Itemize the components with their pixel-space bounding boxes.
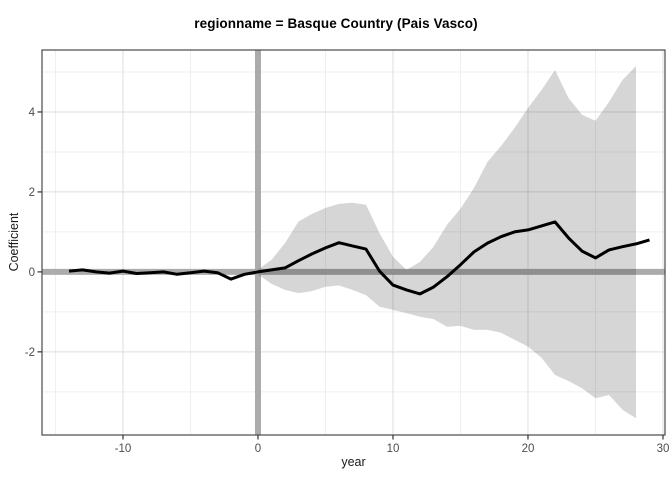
plot-panel	[42, 50, 665, 435]
x-axis-title: year	[341, 455, 366, 469]
y-tick-label: 2	[29, 187, 35, 199]
x-tick-label: 10	[387, 443, 400, 455]
x-tick-label: -10	[115, 443, 132, 455]
x-tick-label: 0	[255, 443, 261, 455]
y-axis-ticks: -2 0 2 4	[25, 107, 42, 359]
panel-border	[41, 49, 666, 436]
y-tick-label: 4	[29, 107, 36, 119]
grid-minor	[42, 50, 665, 435]
y-tick-label: -2	[25, 347, 35, 359]
chart-title: regionname = Basque Country (Pais Vasco)	[194, 16, 478, 31]
coefficient-line	[68, 220, 650, 296]
y-tick-label: 0	[29, 267, 35, 279]
x-tick-label: 20	[522, 443, 535, 455]
x-axis-ticks: -10 0 10 20 30	[115, 435, 670, 455]
confidence-ribbon	[258, 66, 636, 419]
x-tick-label: 30	[657, 443, 670, 455]
